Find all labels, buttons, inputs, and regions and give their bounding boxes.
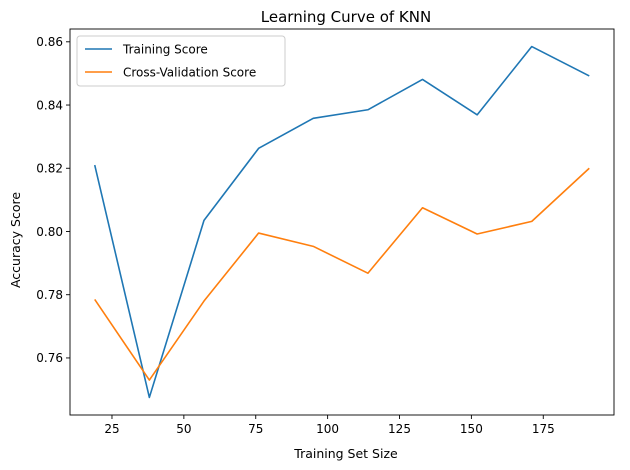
x-tick-label: 175: [532, 422, 555, 436]
legend-label-cross-validation: Cross-Validation Score: [123, 66, 256, 80]
legend-label-training: Training Score: [122, 43, 208, 57]
y-tick-label: 0.86: [36, 35, 63, 49]
chart-title: Learning Curve of KNN: [261, 8, 431, 26]
y-tick-label: 0.76: [36, 351, 63, 365]
legend: Training Score Cross-Validation Score: [76, 35, 286, 87]
y-axis-label: Accuracy Score: [8, 192, 23, 288]
plot-frame: [69, 28, 615, 416]
x-tick-label: 125: [388, 422, 411, 436]
series-line-training: [93, 45, 590, 399]
series-layer: [93, 45, 590, 399]
y-tick-label: 0.84: [36, 98, 63, 112]
x-tick-label: 100: [316, 422, 339, 436]
x-tick-label: 150: [460, 422, 483, 436]
y-axis: 0.76 0.78 0.80 0.82 0.84 0.86: [36, 35, 70, 365]
x-axis: 25 50 75 100 125 150 175: [104, 415, 555, 436]
plot-area: 25 50 75 100 125 150 175 0.760.780.800.820.840…: [36, 28, 615, 436]
x-tick-label: 50: [176, 422, 191, 436]
series-line-cross-validation: [94, 167, 590, 381]
x-tick-label: 75: [248, 422, 263, 436]
x-axis-label: Training Set Size: [293, 446, 398, 461]
y-tick-label: 0.82: [36, 162, 63, 176]
legend-box: [76, 35, 286, 87]
y-tick-label: 0.78: [36, 288, 63, 302]
y-tick-label: 0.80: [36, 225, 63, 239]
x-tick-label: 25: [104, 422, 119, 436]
